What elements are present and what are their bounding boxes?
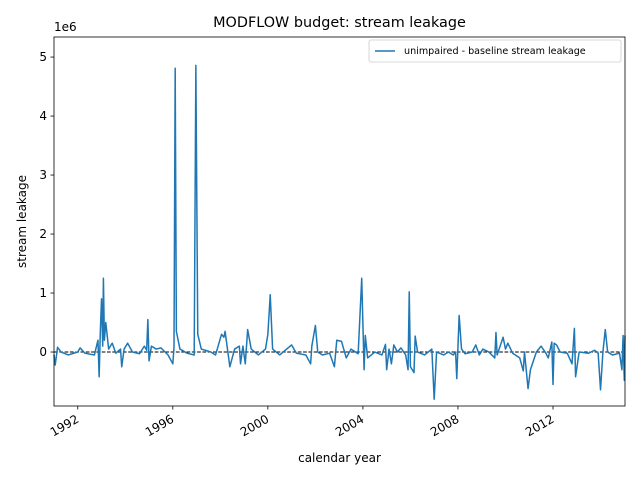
y-offset-label: 1e6: [54, 20, 77, 34]
y-axis-label: stream leakage: [15, 175, 29, 268]
y-tick-label: 1: [39, 286, 47, 300]
data-line: [53, 64, 626, 400]
y-tick-label: 0: [39, 345, 47, 359]
chart-title: MODFLOW budget: stream leakage: [213, 15, 466, 31]
axes-frame: [53, 36, 626, 407]
y-tick-label: 3: [39, 168, 47, 182]
legend-box: [368, 39, 622, 63]
y-tick-label: 4: [39, 109, 47, 123]
y-tick-label: 2: [39, 227, 47, 241]
y-tick-label: 5: [39, 50, 47, 64]
x-axis-label: calendar year: [298, 451, 381, 465]
legend-label: unimpaired - baseline stream leakage: [404, 46, 586, 57]
